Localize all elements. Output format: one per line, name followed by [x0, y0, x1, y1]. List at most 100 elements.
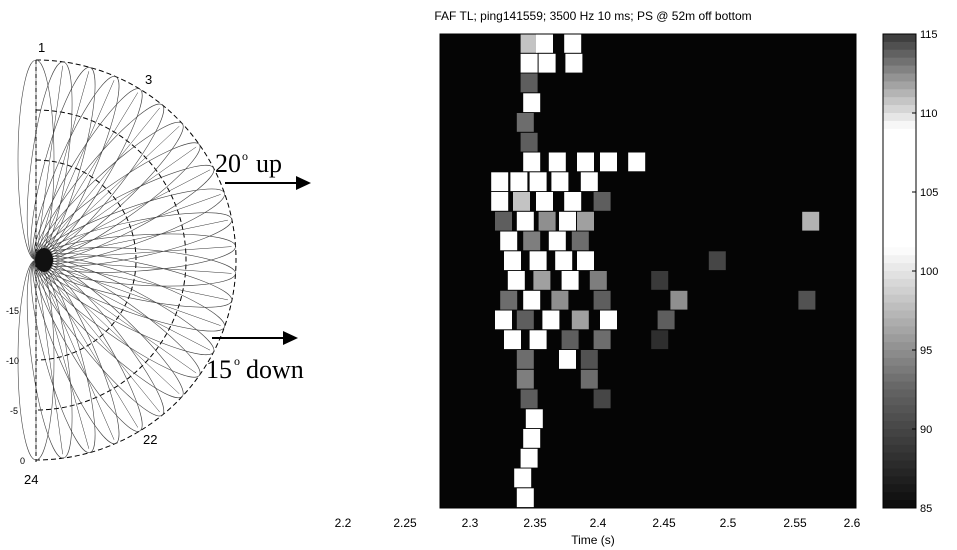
colorbar-segment	[883, 286, 916, 296]
heatmap-cell	[593, 192, 611, 211]
colorbar-segment	[883, 492, 916, 501]
colorbar-segment	[883, 389, 916, 398]
colorbar-segment	[883, 168, 916, 177]
beam-ray	[35, 259, 63, 455]
colorbar-segment	[883, 152, 916, 161]
range-ring	[35, 109, 187, 411]
beam-ray	[35, 146, 197, 261]
heatmap-cell	[548, 152, 566, 172]
x-tick-label: 2.55	[783, 516, 807, 530]
beam-label-3: 3	[145, 72, 152, 87]
heatmap-cell	[651, 330, 669, 350]
heatmap-cell	[561, 271, 579, 290]
chart-title: FAF TL; ping141559; 3500 Hz 10 ms; PS @ …	[434, 9, 751, 23]
colorbar-segment	[883, 294, 916, 304]
colorbar-segment	[883, 199, 916, 209]
colorbar-segment	[883, 247, 916, 256]
beam-ray	[35, 259, 180, 394]
x-tick-label: 2.6	[844, 516, 861, 530]
heatmap-cell	[516, 211, 534, 231]
heatmap-cell	[628, 152, 646, 172]
beam-ray	[35, 259, 232, 274]
heatmap-cell	[536, 192, 553, 211]
heatmap-cell	[516, 369, 534, 389]
colorbar-segment	[883, 49, 916, 59]
colorbar-segment	[883, 365, 916, 375]
heatmap-cell	[551, 172, 569, 192]
beam-ray	[35, 246, 232, 261]
heatmap-cell	[657, 310, 675, 330]
colorbar-segment	[883, 136, 916, 146]
heatmap-cell	[514, 468, 532, 488]
heatmap-cell	[600, 310, 617, 330]
beam-label-24: 24	[24, 472, 38, 487]
colorbar-segment	[883, 73, 916, 82]
colorbar-segment	[883, 128, 916, 138]
beam-label-22: 22	[143, 432, 157, 447]
colorbar-segment	[883, 350, 916, 359]
heatmap-cell	[516, 350, 534, 369]
colorbar-segment	[883, 326, 916, 335]
colorbar-segment	[883, 357, 916, 367]
beam-ray	[35, 71, 90, 261]
down-angle-number: 15	[206, 355, 232, 384]
heatmap-cell	[542, 310, 560, 330]
heatmap-cell	[520, 389, 538, 409]
heatmap-cell	[538, 211, 556, 231]
x-tick-label: 2.45	[652, 516, 676, 530]
range-rings	[35, 59, 237, 461]
colorbar-segment	[883, 381, 916, 390]
colorbar-segment	[883, 429, 916, 438]
heatmap-cell	[529, 330, 547, 350]
heatmap-cell	[580, 172, 598, 192]
colorbar-segment	[883, 263, 916, 272]
colorbar-segment	[883, 215, 916, 225]
colorbar-tick-label: 90	[920, 424, 932, 436]
heatmap-cell	[600, 152, 617, 172]
heatmap-cell	[520, 53, 538, 73]
heatmap-cell	[516, 310, 534, 330]
heatmap-cell	[523, 290, 541, 310]
heatmap-cell	[516, 113, 534, 132]
heatmap-cell	[500, 231, 518, 251]
range-ring	[35, 59, 237, 461]
beam-ray	[35, 92, 139, 261]
beam-label-1: 1	[38, 40, 45, 55]
beam-ray	[35, 259, 90, 449]
colorbar-ticks: 115 110 105 100 95 90 85	[912, 29, 938, 515]
heatmap-cell	[561, 330, 579, 350]
colorbar-segment	[883, 302, 916, 311]
colorbar-segment	[883, 484, 916, 493]
x-tick-label: 2.5	[720, 516, 737, 530]
beam-ray	[35, 259, 160, 413]
heatmap-cell	[551, 290, 569, 310]
heatmap-cell	[520, 73, 538, 93]
colorbar-segment	[883, 239, 916, 248]
beam-ray	[35, 65, 63, 261]
beam-ray	[35, 80, 115, 261]
colorbar-segment	[883, 97, 916, 106]
colorbar-segment	[883, 318, 916, 327]
heatmap-cell	[495, 211, 512, 231]
colorbar-segment	[883, 334, 916, 343]
heatmap-cell	[491, 172, 509, 192]
range-ring	[35, 159, 137, 361]
beam-ray	[35, 169, 211, 261]
heatmap-cell	[500, 290, 518, 310]
radial-tick-minus15: -15	[6, 306, 19, 316]
colorbar-segment	[883, 57, 916, 67]
colorbar-segment	[883, 160, 916, 169]
beam-pattern-diagram: 1 3 22 24 -15 -10 -5 0 20 o up 15 o down	[6, 40, 311, 487]
heatmap-cells	[491, 34, 820, 508]
colorbar-tick-label: 105	[920, 187, 938, 199]
colorbar-segment	[883, 342, 916, 351]
colorbar-segment	[883, 192, 916, 201]
colorbar-segment	[883, 500, 916, 509]
heatmap-cell	[564, 34, 582, 53]
colorbar-segment	[883, 444, 916, 454]
x-axis-ticks: 2.2 2.25 2.3 2.35 2.4 2.45 2.5 2.55 2.6	[335, 516, 861, 530]
colorbar-segment	[883, 436, 916, 446]
colorbar-tick-label: 95	[920, 345, 932, 357]
x-axis-label: Time (s)	[571, 533, 615, 547]
heatmap-cell	[516, 488, 534, 508]
